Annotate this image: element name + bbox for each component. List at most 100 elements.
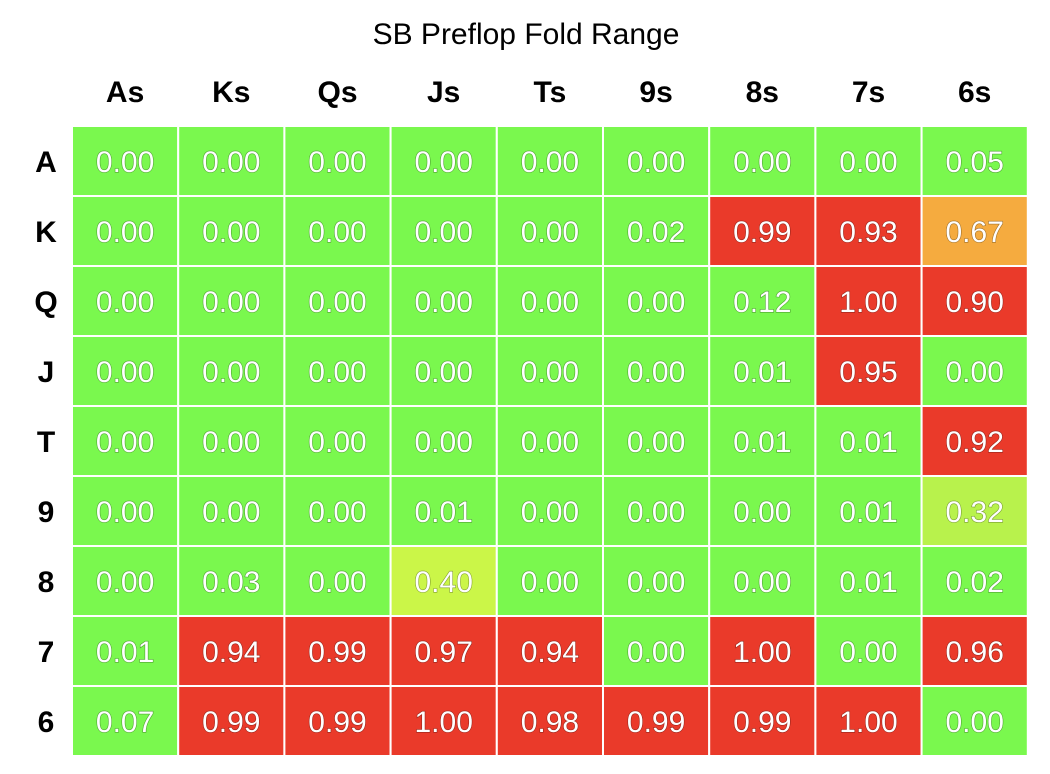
row-label-k: K [35, 216, 57, 249]
heatmap-cell-9-7s [814, 475, 923, 547]
heatmap-cell-t-6s [920, 405, 1029, 477]
column-label-7s: 7s [852, 76, 885, 109]
cell-value-label: 0.01 [96, 636, 154, 669]
heatmap-cell-9-ks [177, 475, 286, 547]
cell-value-label: 0.05 [946, 146, 1004, 179]
cell-value-label: 0.00 [521, 216, 579, 249]
cell-value-label: 0.99 [308, 706, 366, 739]
heatmap-cell-7-ts [495, 615, 604, 687]
heatmap-cell-q-ts [495, 265, 604, 337]
cell-value-label: 0.00 [946, 356, 1004, 389]
heatmap-cell-7-9s [602, 615, 711, 687]
cell-value-label: 0.00 [96, 566, 154, 599]
heatmap-cell-8-ts [495, 545, 604, 617]
heatmap-cell-k-7s [814, 195, 923, 267]
heatmap-cell-a-ks [177, 125, 286, 197]
cell-value-label: 0.99 [733, 706, 791, 739]
heatmap-cell-q-as [71, 265, 180, 337]
heatmap-cell-8-as [71, 545, 180, 617]
heatmap-cell-k-qs [283, 195, 392, 267]
heatmap-cell-7-qs [283, 615, 392, 687]
cell-value-label: 0.94 [521, 636, 579, 669]
cell-value-label: 0.01 [839, 426, 897, 459]
cell-value-label: 0.90 [946, 286, 1004, 319]
cell-value-label: 0.94 [202, 636, 260, 669]
cell-value-label: 0.00 [733, 496, 791, 529]
row-label-6: 6 [38, 706, 55, 739]
heatmap-cell-j-ks [177, 335, 286, 407]
cell-value-label: 0.00 [202, 426, 260, 459]
heatmap-cell-q-ks [177, 265, 286, 337]
cell-value-label: 0.00 [415, 356, 473, 389]
cell-value-label: 0.99 [308, 636, 366, 669]
row-labels: A K Q J T 9 8 7 6 [34, 146, 57, 739]
cell-value-label: 0.00 [627, 286, 685, 319]
cell-value-label: 0.99 [733, 216, 791, 249]
cell-value-label: 0.00 [415, 146, 473, 179]
column-label-6s: 6s [958, 76, 991, 109]
cell-value-label: 0.00 [308, 286, 366, 319]
heatmap-cell-9-ts [495, 475, 604, 547]
heatmap-cell-k-ts [495, 195, 604, 267]
row-label-t: T [37, 426, 55, 459]
column-label-as: As [106, 76, 144, 109]
cell-value-label: 0.00 [308, 496, 366, 529]
cell-value-label: 0.97 [415, 636, 473, 669]
heatmap-cell-q-qs [283, 265, 392, 337]
cell-value-label: 0.00 [733, 566, 791, 599]
heatmap-cells: 0.00 0.00 0.00 0.00 0.00 0.00 0.00 0.00 0.05 0.00… [71, 125, 1029, 757]
cell-value-label: 0.00 [415, 426, 473, 459]
heatmap-cell-t-js [389, 405, 498, 477]
heatmap-cell-9-9s [602, 475, 711, 547]
row-label-a: A [35, 146, 57, 179]
cell-value-label: 0.01 [415, 496, 473, 529]
cell-value-label: 0.00 [202, 496, 260, 529]
cell-value-label: 0.00 [627, 146, 685, 179]
cell-value-label: 0.00 [96, 426, 154, 459]
cell-value-label: 0.00 [521, 496, 579, 529]
heatmap-cell-6-qs [283, 685, 392, 757]
cell-value-label: 0.00 [96, 146, 154, 179]
heatmap-cell-a-9s [602, 125, 711, 197]
cell-value-label: 0.00 [627, 566, 685, 599]
heatmap-cell-9-js [389, 475, 498, 547]
cell-value-label: 0.00 [96, 216, 154, 249]
heatmap-cell-9-6s [920, 475, 1029, 547]
heatmap-cell-q-6s [920, 265, 1029, 337]
cell-value-label: 0.99 [627, 706, 685, 739]
column-label-9s: 9s [639, 76, 672, 109]
heatmap-cell-j-6s [920, 335, 1029, 407]
heatmap-cell-6-8s [708, 685, 817, 757]
row-label-8: 8 [38, 566, 55, 599]
heatmap-cell-q-js [389, 265, 498, 337]
cell-value-label: 0.12 [733, 286, 791, 319]
row-label-9: 9 [38, 496, 55, 529]
cell-value-label: 0.00 [627, 426, 685, 459]
cell-value-label: 1.00 [415, 706, 473, 739]
cell-value-label: 0.03 [202, 566, 260, 599]
heatmap-cell-6-9s [602, 685, 711, 757]
cell-value-label: 0.00 [202, 356, 260, 389]
heatmap-cell-t-as [71, 405, 180, 477]
cell-value-label: 0.00 [521, 426, 579, 459]
cell-value-label: 0.67 [946, 216, 1004, 249]
cell-value-label: 0.02 [627, 216, 685, 249]
column-label-js: Js [427, 76, 460, 109]
column-label-8s: 8s [746, 76, 779, 109]
cell-value-label: 1.00 [733, 636, 791, 669]
heatmap-cell-k-6s [920, 195, 1029, 267]
cell-value-label: 1.00 [839, 286, 897, 319]
heatmap-cell-9-qs [283, 475, 392, 547]
cell-value-label: 0.00 [521, 566, 579, 599]
cell-value-label: 0.00 [415, 216, 473, 249]
row-label-j: J [38, 356, 55, 389]
heatmap-cell-j-as [71, 335, 180, 407]
heatmap-cell-8-ks [177, 545, 286, 617]
cell-value-label: 0.00 [96, 496, 154, 529]
heatmap-cell-7-js [389, 615, 498, 687]
cell-value-label: 0.00 [96, 286, 154, 319]
heatmap-cell-k-8s [708, 195, 817, 267]
column-labels: As Ks Qs Js Ts 9s 8s 7s 6s [106, 76, 991, 109]
cell-value-label: 0.99 [202, 706, 260, 739]
